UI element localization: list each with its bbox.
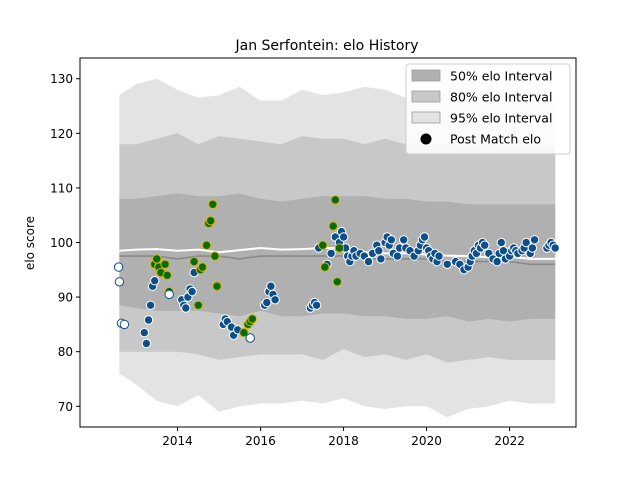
elo-point-highlight: [332, 277, 342, 287]
elo-point: [363, 256, 374, 267]
y-tick-label: 80: [58, 345, 73, 359]
elo-point-highlight: [320, 262, 330, 272]
post-match-points: [113, 195, 560, 349]
elo-point: [434, 251, 444, 261]
elo-point-early: [114, 277, 125, 287]
elo-point-highlight: [328, 221, 338, 231]
chart-title: Jan Serfontein: elo History: [234, 38, 418, 54]
y-axis-label: elo score: [23, 216, 37, 270]
elo-point-highlight: [193, 300, 204, 310]
elo-point-highlight: [330, 195, 340, 205]
elo-point: [386, 235, 396, 245]
elo-point-highlight: [197, 262, 208, 272]
elo-point: [338, 232, 349, 242]
legend-label: Post Match elo: [450, 132, 541, 147]
elo-point-highlight: [162, 270, 172, 280]
elo-point-highlight: [318, 240, 328, 250]
elo-point-early: [164, 289, 174, 300]
elo-point: [139, 327, 150, 338]
y-tick-label: 90: [58, 291, 73, 305]
elo-point: [145, 300, 156, 310]
y-tick-label: 120: [50, 127, 73, 141]
elo-point: [326, 248, 336, 259]
x-tick-label: 2022: [494, 434, 525, 448]
elo-point-highlight: [201, 240, 212, 250]
legend: 50% elo Interval 80% elo Interval 95% elo …: [405, 63, 571, 155]
elo-point-highlight: [208, 199, 218, 210]
elo-point: [529, 235, 540, 245]
elo-point: [521, 237, 531, 248]
elo-point-early: [113, 262, 124, 272]
plot-area: [79, 57, 577, 428]
x-tick-label: 2018: [328, 434, 359, 448]
x-tick-label: 2020: [411, 434, 442, 448]
elo-point: [496, 237, 506, 248]
elo-point: [150, 276, 160, 286]
elo-point: [187, 286, 197, 297]
elo-point-highlight: [212, 281, 222, 291]
elo-point-highlight: [206, 216, 216, 226]
elo-point-highlight: [189, 256, 199, 267]
elo-point-highlight: [210, 251, 220, 261]
elo-point: [143, 315, 154, 325]
legend-swatch: [411, 111, 441, 124]
elo-point: [141, 338, 152, 349]
legend-label: 80% elo Interval: [450, 90, 552, 105]
legend-box: [405, 63, 571, 155]
x-axis: 2014 2016 2018 2020 2022: [162, 427, 525, 448]
x-tick-label: 2016: [245, 434, 276, 448]
elo-point: [492, 256, 502, 267]
legend-swatch: [411, 90, 441, 103]
elo-point: [181, 303, 191, 313]
elo-point-highlight: [334, 243, 345, 253]
elo-point: [392, 251, 403, 261]
elo-point: [442, 259, 452, 269]
x-tick-label: 2014: [162, 434, 193, 448]
elo-point-highlight: [160, 259, 170, 269]
elo-point-highlight: [239, 327, 249, 338]
elo-point-highlight: [247, 314, 258, 324]
y-tick-label: 100: [50, 236, 73, 250]
elo-point: [527, 243, 538, 253]
band-50: [119, 193, 556, 322]
y-tick-label: 70: [58, 400, 73, 414]
elo-point-highlight: [152, 254, 162, 264]
y-tick-label: 110: [50, 181, 73, 195]
legend-marker: [420, 133, 432, 145]
y-axis: 70 80 90 100 110 120 130: [50, 72, 80, 414]
y-tick-label: 130: [50, 72, 73, 86]
elo-point: [376, 254, 386, 264]
legend-label: 50% elo Interval: [450, 69, 552, 84]
elo-point: [399, 235, 409, 245]
elo-point: [550, 243, 560, 253]
elo-point-early: [119, 319, 130, 330]
elo-point: [266, 281, 276, 291]
elo-point-early: [245, 333, 255, 343]
elo-point: [480, 240, 490, 250]
legend-swatch: [411, 69, 441, 82]
elo-point: [270, 295, 280, 305]
elo-point: [311, 300, 322, 310]
elo-point: [419, 232, 430, 242]
elo-point: [374, 246, 384, 256]
elo-point: [262, 297, 272, 308]
legend-label: 95% elo Interval: [450, 111, 552, 126]
